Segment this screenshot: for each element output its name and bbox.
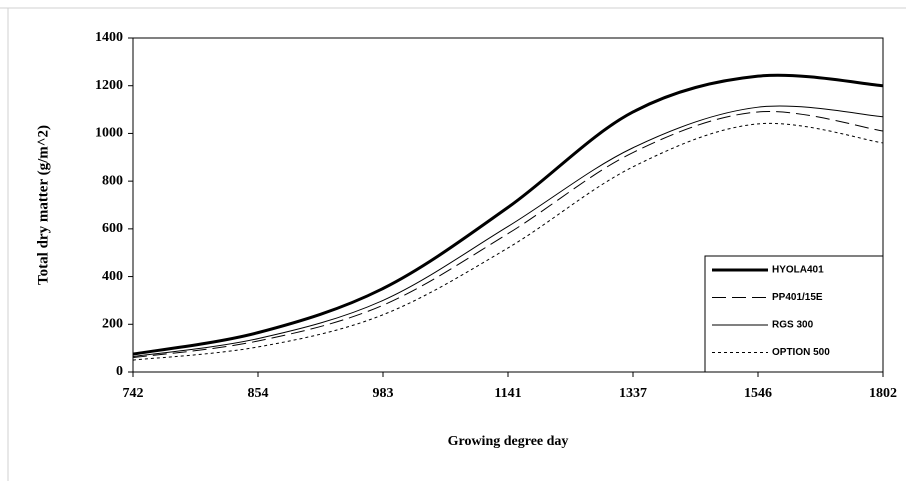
legend-label: OPTION 500 [772, 347, 830, 358]
y-tick-label: 600 [102, 221, 123, 236]
line-series [132, 73, 884, 356]
legend-label: RGS 300 [772, 320, 814, 331]
line-series [132, 111, 884, 359]
y-axis-title: Total dry matter (g/m^2) [35, 125, 51, 285]
x-tick-label: 742 [123, 386, 144, 401]
y-tick-label: 1200 [95, 78, 123, 93]
x-tick-label: 1546 [744, 386, 772, 401]
line-series [132, 122, 884, 361]
y-tick-label: 400 [102, 269, 123, 284]
line-series [132, 105, 884, 357]
x-tick-label: 1337 [619, 386, 647, 401]
x-tick-label: 1141 [494, 386, 521, 401]
legend [704, 255, 884, 373]
y-tick-label: 200 [102, 317, 123, 332]
x-tick-label: 1802 [869, 386, 897, 401]
y-tick-label: 0 [116, 364, 123, 379]
x-tick-label: 854 [248, 386, 269, 401]
y-tick-label: 1000 [95, 126, 123, 141]
y-tick-label: 1400 [95, 30, 123, 45]
legend-label: HYOLA401 [772, 265, 824, 276]
legend-label: PP401/15E [772, 292, 823, 303]
x-tick-label: 983 [373, 386, 394, 401]
y-tick-label: 800 [102, 173, 123, 188]
x-axis-title: Growing degree day [448, 434, 569, 449]
